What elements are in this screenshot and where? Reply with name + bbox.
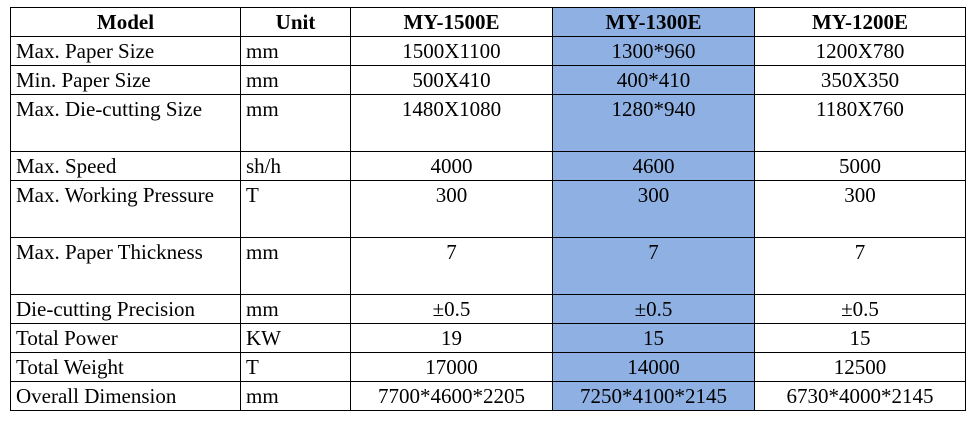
row-label-text: Max. Die-cutting Size bbox=[16, 97, 203, 121]
cell: 500X410 bbox=[350, 65, 553, 95]
table-row: Overall Dimension mm 7700*4600*2205 7250*41… bbox=[10, 381, 966, 411]
spec-table: Model Unit MY-1500E MY-1300E MY-1200E Max. P… bbox=[10, 7, 966, 411]
cell: mm bbox=[240, 36, 351, 66]
cell: 350X350 bbox=[754, 65, 966, 95]
cell: 1480X1080 bbox=[350, 94, 553, 152]
cell: mm bbox=[240, 294, 351, 324]
row-label-text: Die-cutting Precision bbox=[16, 297, 196, 321]
cell: 4600 bbox=[552, 151, 755, 181]
cell: 300 bbox=[350, 180, 553, 238]
cell: 7700*4600*2205 bbox=[350, 381, 553, 411]
cell: ±0.5 bbox=[350, 294, 553, 324]
row-label: Max. Working Pressure bbox=[10, 180, 241, 238]
cell: 19 bbox=[350, 323, 553, 353]
cell: ±0.5 bbox=[552, 294, 755, 324]
cell: 1500X1100 bbox=[350, 36, 553, 66]
cell: mm bbox=[240, 237, 351, 295]
row-label-text: Total Weight bbox=[16, 355, 124, 379]
row-label: Min. Paper Size bbox=[10, 65, 241, 95]
cell: 15 bbox=[754, 323, 966, 353]
cell: 12500 bbox=[754, 352, 966, 382]
table-row: Die-cutting Precision mm ±0.5 ±0.5 ±0.5 bbox=[10, 294, 966, 324]
cell: 400*410 bbox=[552, 65, 755, 95]
cell: 7 bbox=[754, 237, 966, 295]
header-cell: Unit bbox=[240, 7, 351, 37]
cell: 7 bbox=[552, 237, 755, 295]
row-label: Max. Paper Thickness bbox=[10, 237, 241, 295]
cell: 5000 bbox=[754, 151, 966, 181]
header-row: Model Unit MY-1500E MY-1300E MY-1200E bbox=[10, 7, 966, 37]
cell: KW bbox=[240, 323, 351, 353]
cell: 1200X780 bbox=[754, 36, 966, 66]
header-cell: MY-1300E bbox=[552, 7, 755, 37]
cell: mm bbox=[240, 381, 351, 411]
row-label: Total Weight bbox=[10, 352, 241, 382]
header-cell: MY-1200E bbox=[754, 7, 966, 37]
row-label-text: Overall Dimension bbox=[16, 384, 177, 408]
cell: mm bbox=[240, 94, 351, 152]
cell: T bbox=[240, 352, 351, 382]
cell: 7250*4100*2145 bbox=[552, 381, 755, 411]
header-cell: MY-1500E bbox=[350, 7, 553, 37]
table-row: Min. Paper Size mm 500X410 400*410 350X350 bbox=[10, 65, 966, 95]
row-label-text: Max. Paper Size bbox=[16, 39, 155, 63]
cell: 17000 bbox=[350, 352, 553, 382]
row-label: Die-cutting Precision bbox=[10, 294, 241, 324]
table-row: Max. Speed sh/h 4000 4600 5000 bbox=[10, 151, 966, 181]
cell: 7 bbox=[350, 237, 553, 295]
row-label: Max. Speed bbox=[10, 151, 241, 181]
cell: mm bbox=[240, 65, 351, 95]
cell: 1180X760 bbox=[754, 94, 966, 152]
cell: 14000 bbox=[552, 352, 755, 382]
table-row: Max. Paper Thickness mm 7 7 7 bbox=[10, 237, 966, 295]
cell: 4000 bbox=[350, 151, 553, 181]
row-label: Overall Dimension bbox=[10, 381, 241, 411]
cell: ±0.5 bbox=[754, 294, 966, 324]
cell: 1280*940 bbox=[552, 94, 755, 152]
cell: T bbox=[240, 180, 351, 238]
header-cell: Model bbox=[10, 7, 241, 37]
cell: 1300*960 bbox=[552, 36, 755, 66]
row-label: Max. Die-cutting Size bbox=[10, 94, 241, 152]
cell: 300 bbox=[552, 180, 755, 238]
row-label-text: Total Power bbox=[16, 326, 118, 350]
row-label: Max. Paper Size bbox=[10, 36, 241, 66]
cell: sh/h bbox=[240, 151, 351, 181]
table-row: Max. Paper Size mm 1500X1100 1300*960 1200X7… bbox=[10, 36, 966, 66]
table-row: Total Power KW 19 15 15 bbox=[10, 323, 966, 353]
row-label-text: Min. Paper Size bbox=[16, 68, 151, 92]
row-label-text: Max. Speed bbox=[16, 154, 117, 178]
table-row: Max. Working Pressure T 300 300 300 bbox=[10, 180, 966, 238]
row-label-text: Max. Paper Thickness bbox=[16, 240, 203, 264]
table-row: Max. Die-cutting Size mm 1480X1080 1280*940… bbox=[10, 94, 966, 152]
cell: 6730*4000*2145 bbox=[754, 381, 966, 411]
cell: 15 bbox=[552, 323, 755, 353]
table-row: Total Weight T 17000 14000 12500 bbox=[10, 352, 966, 382]
row-label-text: Max. Working Pressure bbox=[16, 183, 214, 207]
cell: 300 bbox=[754, 180, 966, 238]
row-label: Total Power bbox=[10, 323, 241, 353]
